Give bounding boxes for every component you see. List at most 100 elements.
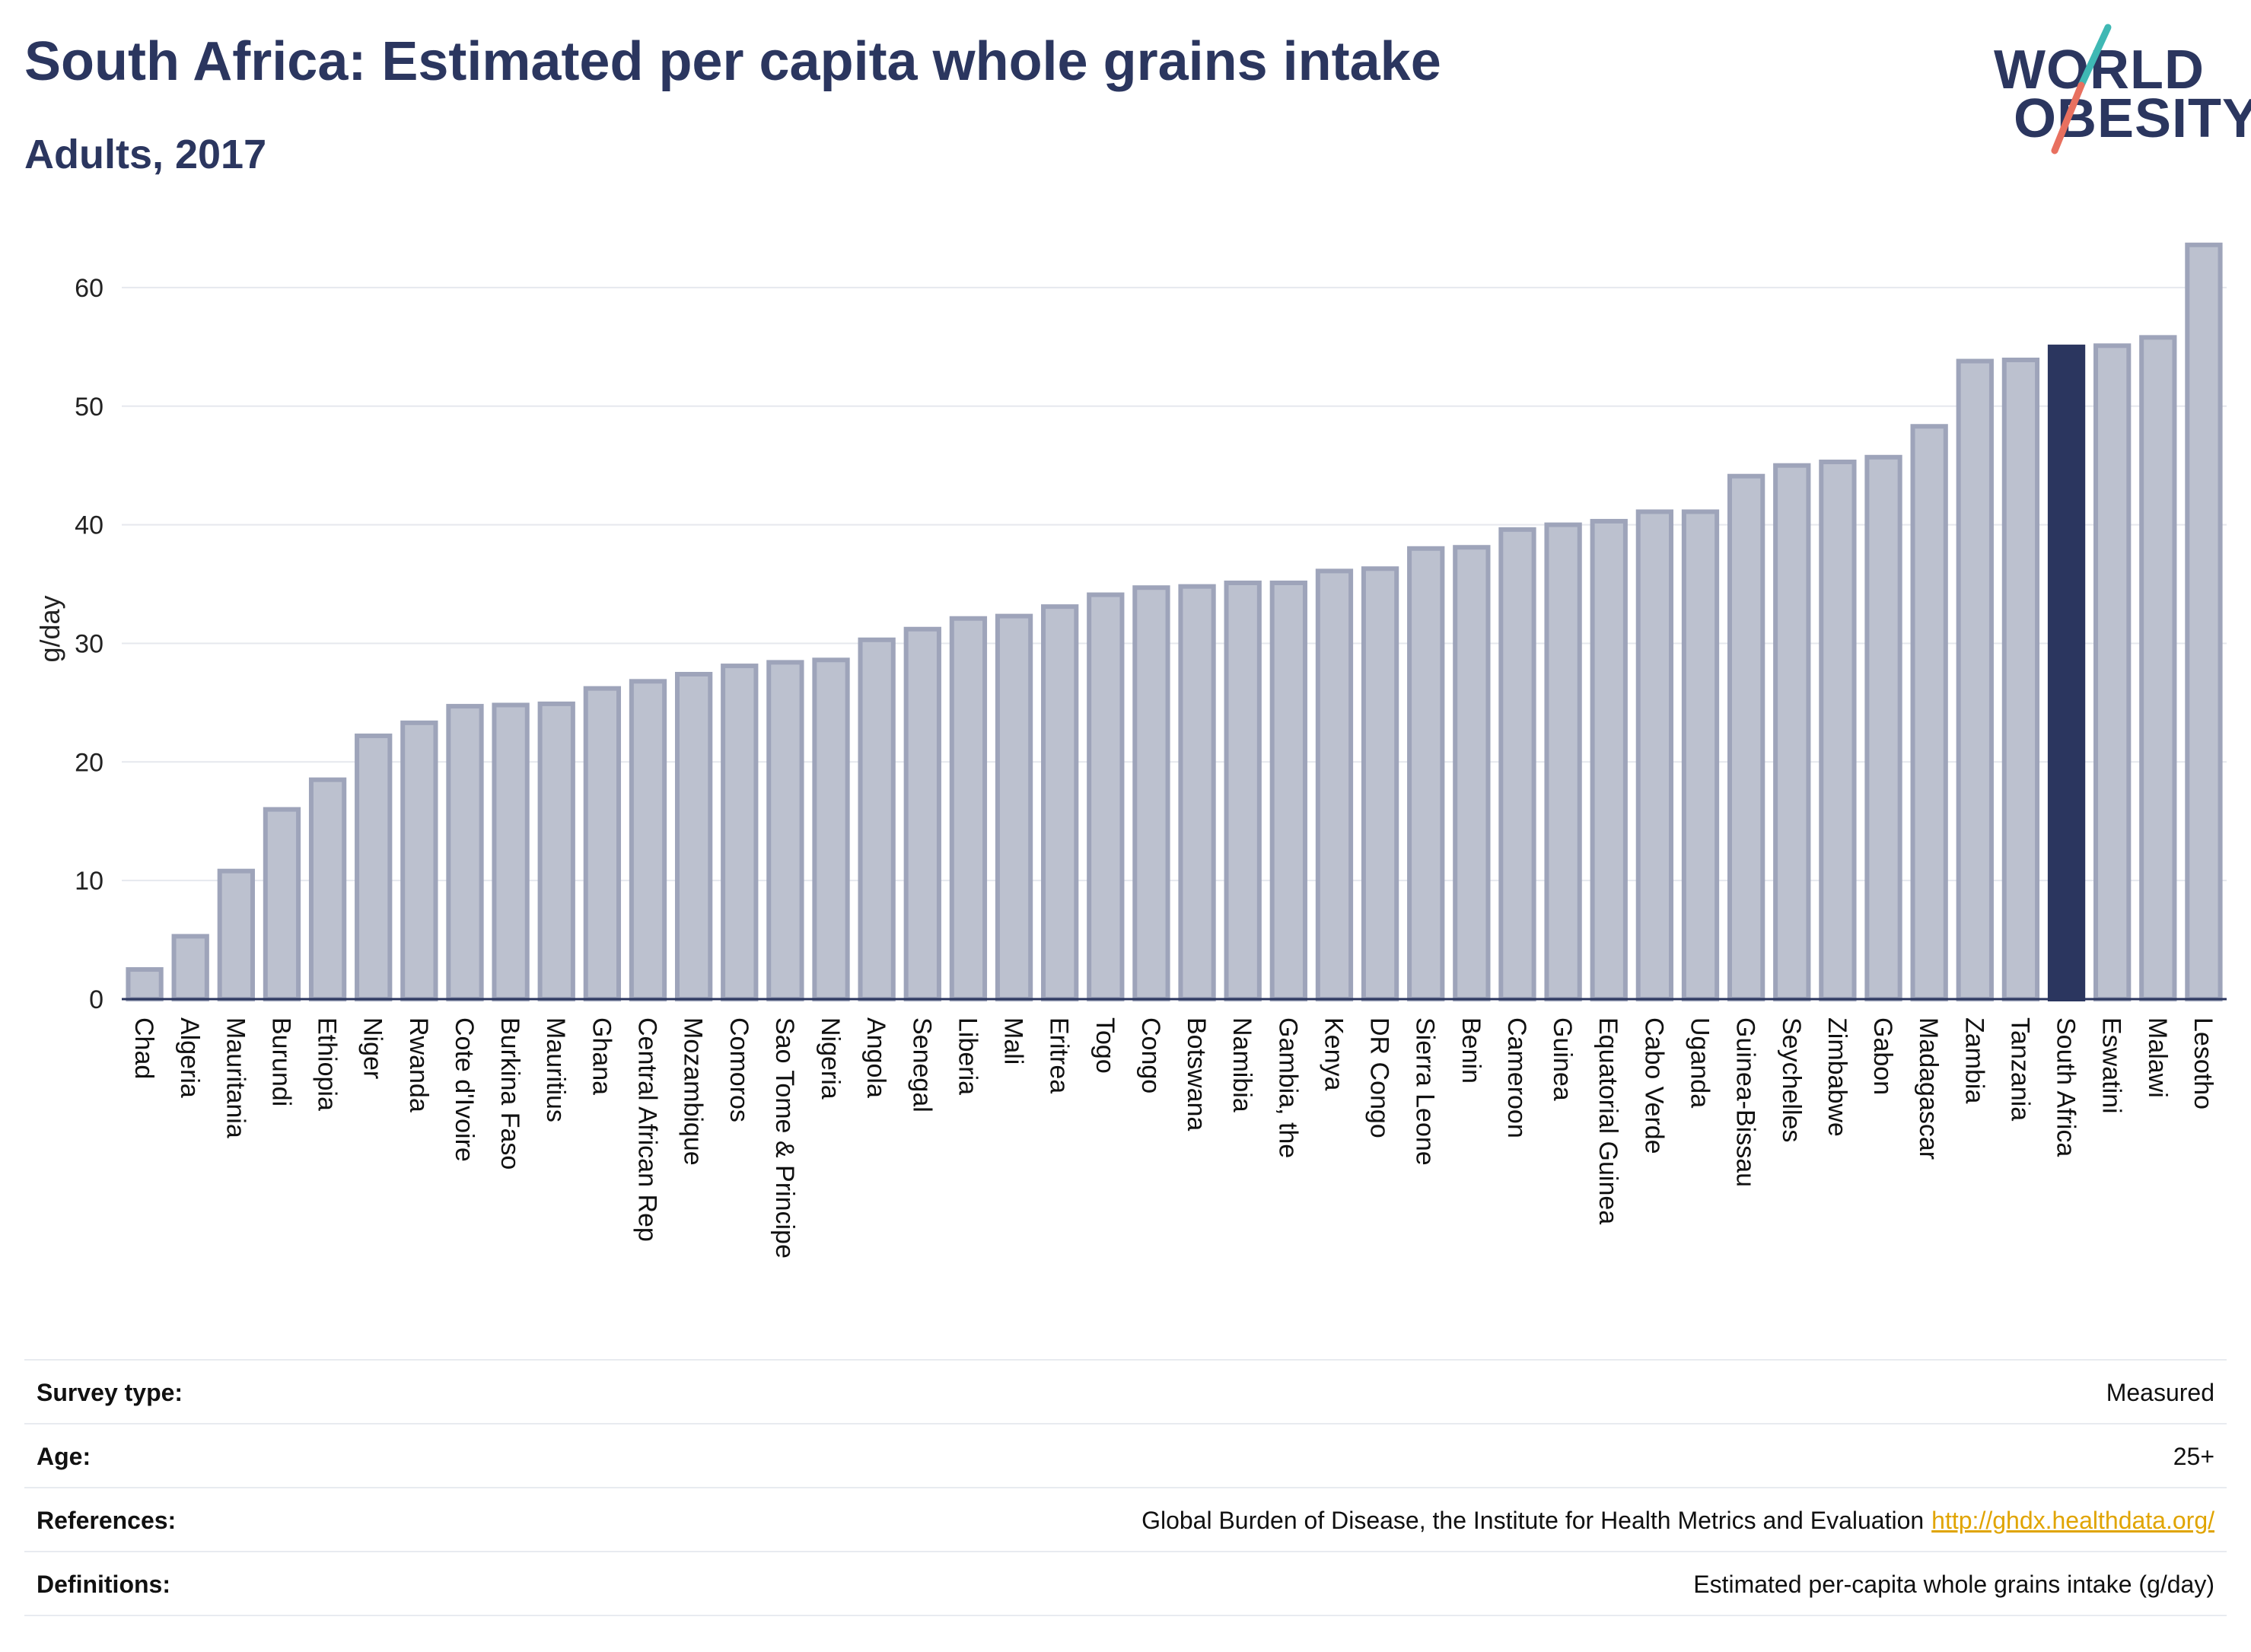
bar: [1041, 604, 1079, 1001]
x-tick-label: Malawi: [2143, 1017, 2172, 1098]
x-tick-label: Mauritania: [221, 1017, 250, 1138]
y-axis-label: g/day: [34, 595, 65, 662]
bar: [2185, 242, 2223, 1001]
world-obesity-logo: WORLD OBESITY: [1979, 21, 2251, 158]
x-tick-label: Mali: [999, 1017, 1028, 1065]
x-tick-label: Madagascar: [1914, 1017, 1943, 1160]
bar: [1681, 509, 1720, 1001]
x-tick-label: Burkina Faso: [495, 1017, 524, 1170]
y-tick-label: 30: [75, 629, 103, 658]
x-tick-label: Guinea: [1548, 1017, 1577, 1101]
bar: [1544, 522, 1582, 1001]
bar: [1910, 424, 1948, 1001]
y-tick-label: 20: [75, 748, 103, 777]
x-tick-label: Tanzania: [2005, 1017, 2034, 1121]
x-tick-label: Algeria: [175, 1017, 204, 1098]
bar: [537, 701, 575, 1001]
x-tick-label: Niger: [358, 1017, 387, 1079]
x-tick-label: Zimbabwe: [1823, 1017, 1851, 1137]
bar: [1087, 592, 1125, 1001]
bar: [903, 626, 941, 1001]
bar: [583, 686, 622, 1002]
x-tick-label: Nigeria: [816, 1017, 845, 1100]
y-tick-label: 40: [75, 511, 103, 540]
x-tick-label: Benin: [1457, 1017, 1485, 1084]
bar: [2093, 343, 2132, 1001]
logo-coral-stroke: [2051, 81, 2085, 154]
bar-highlight: [2047, 344, 2086, 1002]
x-tick-label: Comoros: [724, 1017, 753, 1122]
y-tick-label: 0: [89, 985, 103, 1014]
bar: [400, 720, 438, 1002]
bar: [812, 657, 850, 1002]
x-tick-label: Liberia: [953, 1017, 982, 1095]
bar: [1224, 580, 1262, 1001]
x-tick-label: DR Congo: [1365, 1017, 1394, 1138]
bar: [1864, 454, 1902, 1001]
x-tick-label: Ghana: [587, 1017, 616, 1095]
x-tick-label: Mozambique: [679, 1017, 708, 1166]
bar: [2139, 335, 2177, 1001]
x-tick-label: Central African Rep: [633, 1017, 662, 1242]
meta-value: Estimated per-capita whole grains intake…: [1693, 1571, 2214, 1598]
x-tick-label: Cameroon: [1502, 1017, 1531, 1138]
x-tick-label: Senegal: [907, 1017, 936, 1112]
meta-value: Global Burden of Disease, the Institute …: [1141, 1507, 2214, 1535]
bar: [995, 613, 1033, 1002]
x-tick-label: Equatorial Guinea: [1594, 1017, 1622, 1224]
bar: [1498, 527, 1536, 1001]
bar: [1315, 568, 1354, 1001]
x-tick-label: Angola: [861, 1017, 890, 1098]
logo-word-bottom: OBESITY: [2014, 88, 2251, 149]
bar: [126, 967, 164, 1001]
x-tick-label: Gabon: [1868, 1017, 1897, 1095]
x-tick-label: Cote d'Ivoire: [450, 1017, 479, 1162]
x-tick-label: Eswatini: [2097, 1017, 2126, 1114]
x-tick-label: Gambia, the: [1273, 1017, 1302, 1158]
x-tick-label: Zambia: [1960, 1017, 1988, 1103]
meta-row-references: References: Global Burden of Disease, th…: [24, 1487, 2227, 1551]
chart-subtitle: Adults, 2017: [24, 132, 267, 177]
bar: [1132, 585, 1170, 1001]
bar: [446, 704, 484, 1001]
y-tick-label: 10: [75, 867, 103, 896]
y-tick-label: 60: [75, 274, 103, 303]
bar: [492, 702, 530, 1001]
x-tick-label: Botswana: [1182, 1017, 1211, 1131]
x-tick-label: Rwanda: [404, 1017, 433, 1112]
x-tick-label: Kenya: [1319, 1017, 1348, 1090]
x-tick-label: Namibia: [1227, 1017, 1256, 1112]
x-tick-label: Togo: [1090, 1017, 1119, 1074]
bar: [171, 934, 209, 1001]
x-tick-label: Guinea-Bissau: [1731, 1017, 1760, 1187]
meta-value: Measured: [2106, 1379, 2214, 1406]
bar: [721, 664, 759, 1002]
x-tick-label: Uganda: [1686, 1017, 1715, 1108]
chart-svg: 0 10 20 30 40 50 60 g/day Chad Algeria Mauritania B…: [34, 242, 2227, 1259]
x-tick-label: Lesotho: [2189, 1017, 2218, 1109]
meta-label: Survey type:: [37, 1379, 183, 1406]
bar: [263, 807, 301, 1001]
x-tick-label: Cabo Verde: [1639, 1017, 1668, 1154]
bar-chart: 0 10 20 30 40 50 60 g/day Chad Algeria Mauritania B…: [34, 242, 2227, 1259]
bar: [308, 777, 347, 1001]
meta-label: Definitions:: [37, 1571, 170, 1598]
x-tick-label: Seychelles: [1777, 1017, 1806, 1142]
metadata-table: Survey type: Measured Age: 25+ Reference…: [24, 1359, 2227, 1616]
x-tick-label: Eritrea: [1045, 1017, 1074, 1093]
bar: [2001, 357, 2040, 1001]
x-tick-label: Chad: [129, 1017, 158, 1079]
bar: [217, 868, 255, 1001]
bar: [674, 671, 713, 1002]
x-tick-label: Sao Tome & Principe: [770, 1017, 799, 1259]
meta-row-survey-type: Survey type: Measured: [24, 1359, 2227, 1423]
meta-value: 25+: [2173, 1443, 2214, 1470]
bar: [1773, 463, 1811, 1001]
meta-row-age: Age: 25+: [24, 1423, 2227, 1487]
bar: [1269, 580, 1307, 1001]
meta-label: References:: [37, 1507, 177, 1534]
reference-link[interactable]: http://ghdx.healthdata.org/: [1931, 1507, 2214, 1534]
y-tick-label: 50: [75, 393, 103, 422]
x-tick-label: South Africa: [2052, 1017, 2081, 1157]
logo-teal-stroke: [2077, 24, 2112, 89]
